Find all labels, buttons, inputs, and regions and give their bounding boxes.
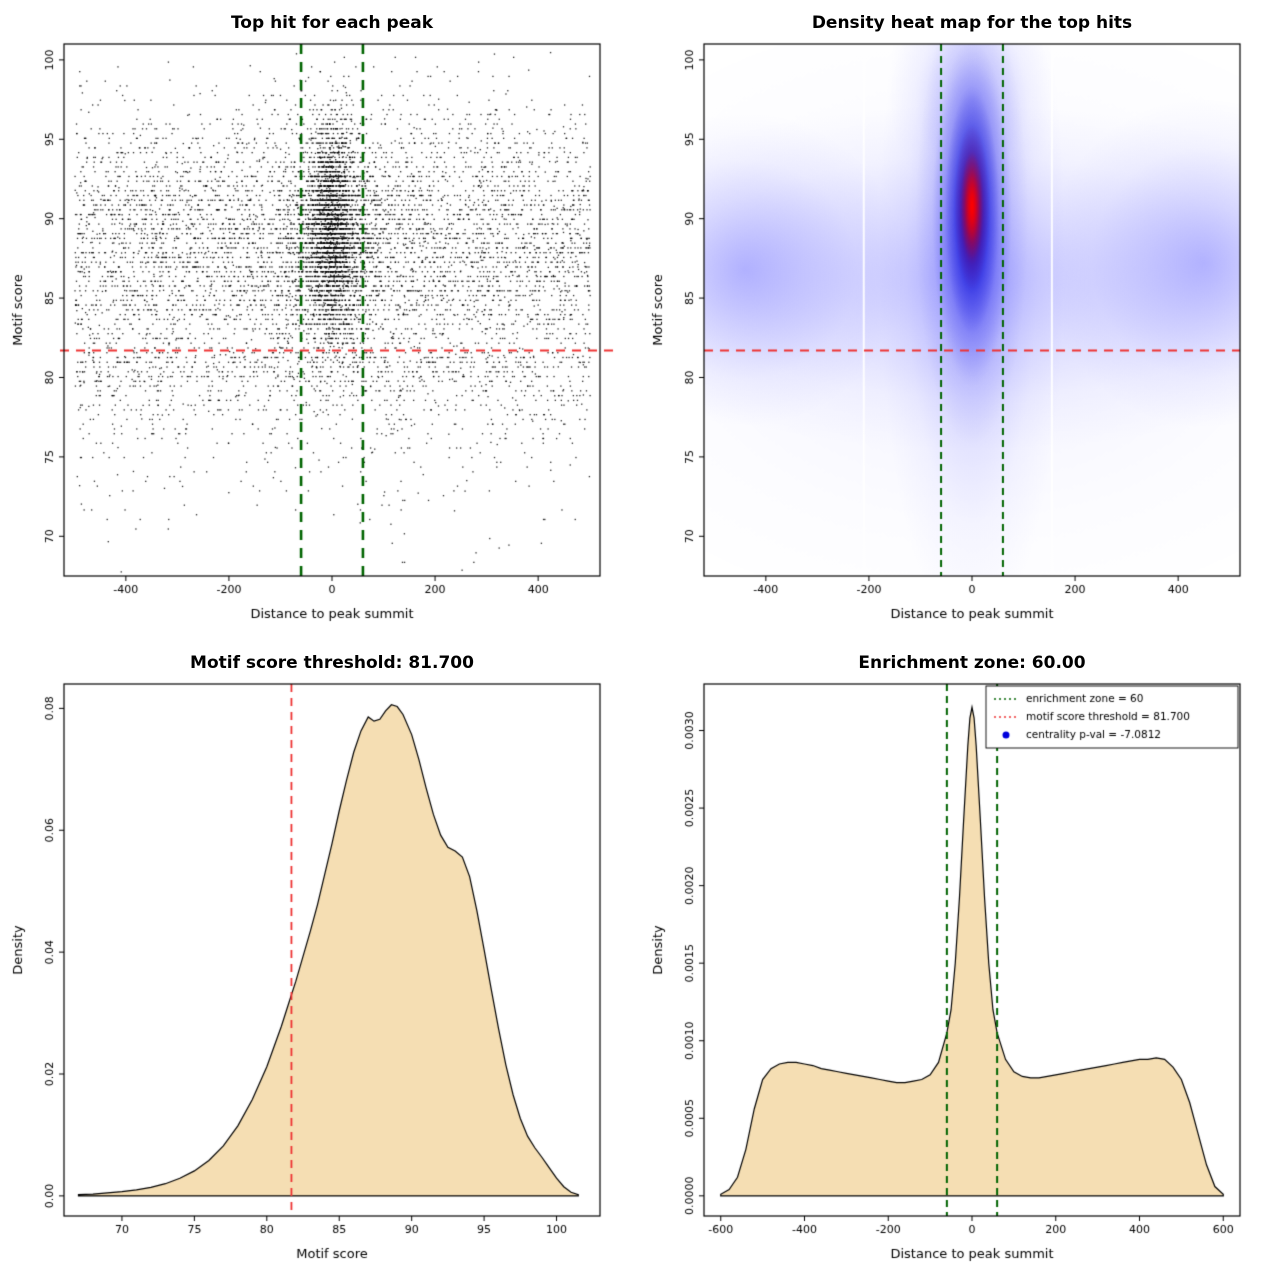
score-density-canvas — [0, 640, 640, 1280]
panel-heatmap: Density heat map for the top hits — [640, 0, 1280, 640]
panel-score-density: Motif score threshold: 81.700 — [0, 640, 640, 1280]
panel-scatter: Top hit for each peak — [0, 0, 640, 640]
panel-distance-density: Enrichment zone: 60.00 — [640, 640, 1280, 1280]
heatmap-canvas — [640, 0, 1280, 640]
distance-density-canvas — [640, 640, 1280, 1280]
scatter-canvas — [0, 0, 640, 640]
